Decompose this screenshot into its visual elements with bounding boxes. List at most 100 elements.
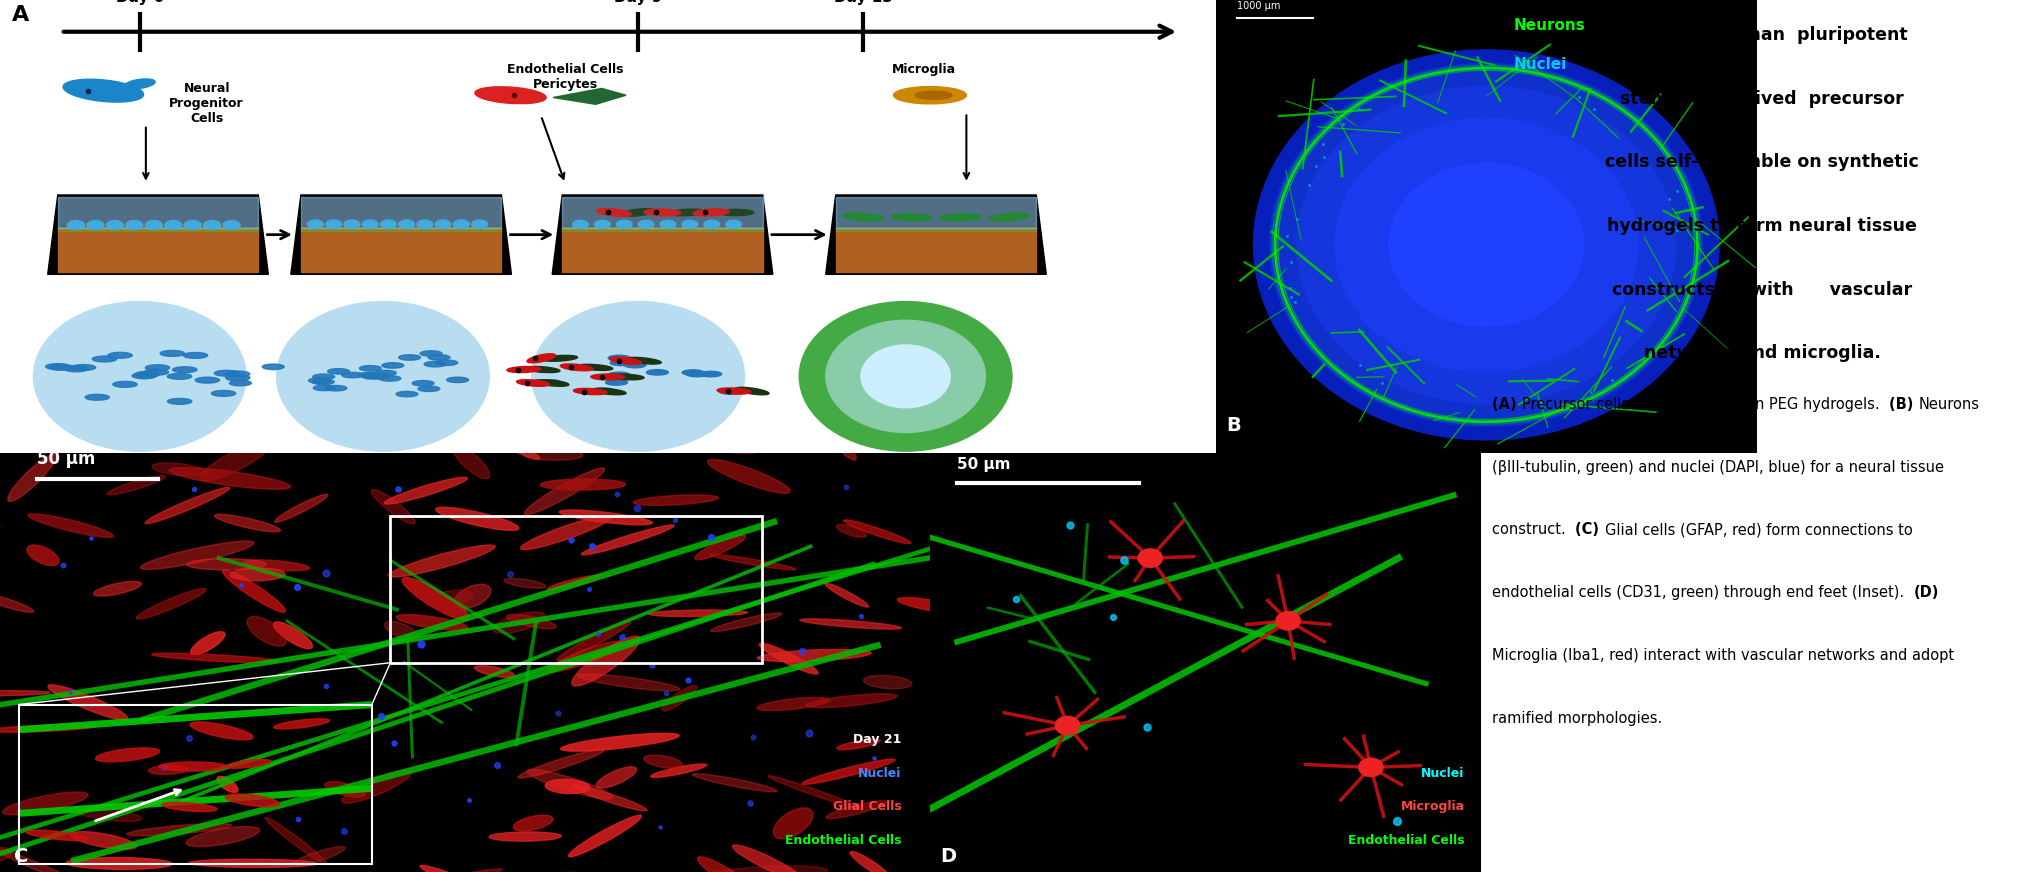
- Ellipse shape: [125, 79, 155, 89]
- Ellipse shape: [627, 358, 662, 364]
- Ellipse shape: [652, 764, 707, 777]
- Ellipse shape: [470, 423, 539, 460]
- Ellipse shape: [33, 302, 245, 451]
- Ellipse shape: [701, 866, 827, 872]
- Ellipse shape: [151, 463, 206, 476]
- Ellipse shape: [805, 694, 897, 708]
- Text: construct.: construct.: [1491, 522, 1575, 537]
- Ellipse shape: [127, 823, 231, 835]
- Ellipse shape: [597, 766, 637, 788]
- Ellipse shape: [717, 388, 750, 394]
- Ellipse shape: [149, 766, 188, 774]
- Ellipse shape: [834, 438, 856, 460]
- Ellipse shape: [262, 364, 284, 370]
- Polygon shape: [290, 195, 511, 275]
- Ellipse shape: [525, 468, 605, 514]
- Text: Microglia: Microglia: [893, 64, 956, 77]
- Ellipse shape: [695, 535, 746, 560]
- Ellipse shape: [210, 391, 235, 397]
- Ellipse shape: [560, 510, 652, 525]
- Ellipse shape: [384, 477, 468, 504]
- Ellipse shape: [893, 86, 966, 104]
- Ellipse shape: [274, 622, 313, 649]
- Ellipse shape: [609, 355, 629, 361]
- Ellipse shape: [915, 92, 952, 99]
- Ellipse shape: [842, 214, 885, 221]
- Ellipse shape: [217, 776, 237, 793]
- Ellipse shape: [492, 612, 545, 633]
- Ellipse shape: [378, 376, 400, 381]
- Ellipse shape: [372, 489, 415, 524]
- Text: Day 9: Day 9: [615, 0, 662, 4]
- Ellipse shape: [374, 371, 396, 376]
- Ellipse shape: [527, 769, 613, 799]
- Text: Day 21: Day 21: [854, 733, 901, 746]
- Ellipse shape: [94, 582, 141, 596]
- Ellipse shape: [429, 355, 449, 360]
- Ellipse shape: [380, 220, 396, 228]
- Ellipse shape: [548, 576, 601, 589]
- Ellipse shape: [421, 865, 490, 872]
- Ellipse shape: [605, 379, 627, 385]
- Bar: [300, 197, 501, 228]
- Ellipse shape: [188, 859, 317, 868]
- Ellipse shape: [384, 621, 417, 640]
- Circle shape: [1138, 548, 1162, 568]
- Ellipse shape: [590, 388, 625, 395]
- Text: Microglia (Iba1, red) interact with vascular networks and adopt: Microglia (Iba1, red) interact with vasc…: [1491, 648, 1955, 663]
- Ellipse shape: [760, 644, 817, 674]
- Ellipse shape: [838, 739, 881, 750]
- Ellipse shape: [145, 221, 161, 229]
- Ellipse shape: [266, 817, 327, 864]
- Ellipse shape: [0, 725, 96, 732]
- Text: cells self-assemble on synthetic: cells self-assemble on synthetic: [1606, 153, 1918, 172]
- Ellipse shape: [190, 631, 225, 655]
- Ellipse shape: [225, 375, 249, 381]
- Ellipse shape: [92, 356, 116, 362]
- Text: Endothelial Cells: Endothelial Cells: [785, 834, 901, 847]
- Text: (A): (A): [1491, 397, 1522, 412]
- Text: Nuclei: Nuclei: [1514, 57, 1567, 72]
- Ellipse shape: [65, 857, 172, 869]
- Text: Day 0: Day 0: [116, 0, 163, 4]
- Ellipse shape: [170, 467, 290, 489]
- Ellipse shape: [417, 220, 433, 228]
- Ellipse shape: [525, 366, 560, 372]
- Ellipse shape: [63, 79, 143, 102]
- Bar: [562, 228, 762, 231]
- Text: 50 μm: 50 μm: [958, 457, 1011, 473]
- Ellipse shape: [686, 371, 709, 377]
- Circle shape: [1297, 86, 1675, 404]
- Ellipse shape: [419, 386, 439, 392]
- Ellipse shape: [825, 800, 887, 819]
- Ellipse shape: [229, 380, 251, 385]
- Ellipse shape: [644, 755, 682, 768]
- Ellipse shape: [611, 360, 631, 365]
- Ellipse shape: [413, 380, 433, 386]
- Bar: [836, 228, 1036, 231]
- Ellipse shape: [88, 221, 104, 229]
- Ellipse shape: [274, 719, 329, 729]
- Ellipse shape: [452, 445, 490, 479]
- Ellipse shape: [735, 387, 768, 395]
- Ellipse shape: [186, 827, 259, 847]
- Ellipse shape: [274, 494, 327, 522]
- Text: Neurons: Neurons: [1918, 397, 1980, 412]
- Ellipse shape: [382, 363, 405, 368]
- Polygon shape: [552, 195, 772, 275]
- Text: Glial cells (GFAP, red) form connections to: Glial cells (GFAP, red) form connections…: [1604, 522, 1912, 537]
- Ellipse shape: [388, 545, 494, 577]
- Ellipse shape: [0, 592, 33, 612]
- Ellipse shape: [186, 559, 266, 570]
- Polygon shape: [554, 88, 625, 105]
- Ellipse shape: [648, 610, 748, 617]
- Ellipse shape: [711, 555, 797, 570]
- Text: Neurons: Neurons: [1514, 18, 1585, 33]
- Ellipse shape: [0, 848, 12, 864]
- Text: C: C: [14, 847, 29, 866]
- Ellipse shape: [196, 378, 219, 383]
- Bar: [562, 228, 762, 272]
- Ellipse shape: [243, 560, 311, 570]
- Ellipse shape: [159, 762, 227, 771]
- Ellipse shape: [184, 221, 200, 229]
